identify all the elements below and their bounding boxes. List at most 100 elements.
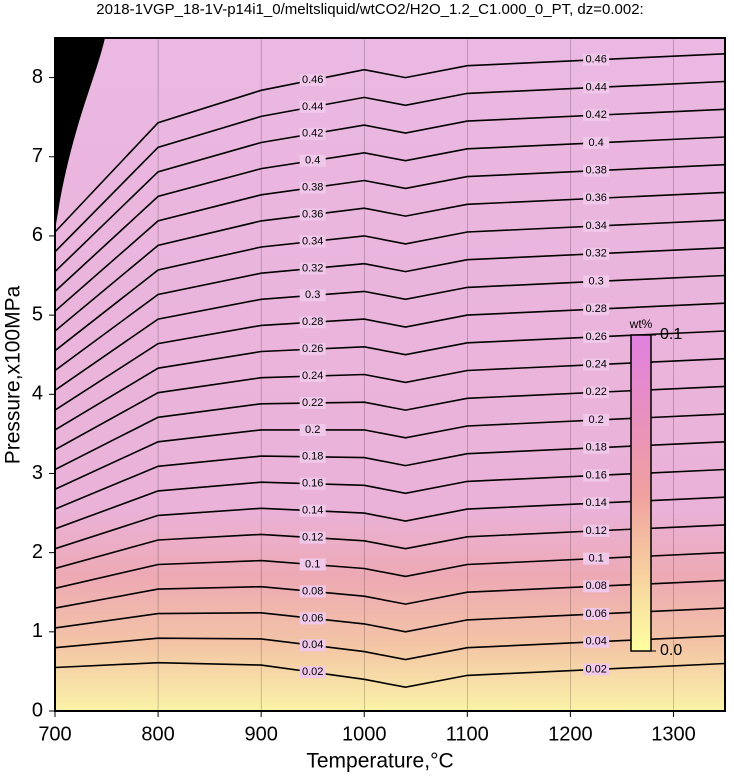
contour-label-bg (299, 666, 326, 679)
y-tick-label: 6 (32, 224, 43, 246)
plot-background (55, 38, 725, 711)
contour-label-bg (299, 558, 326, 571)
contour-label: 0.26 (302, 343, 323, 355)
contour-label-bg (299, 423, 326, 436)
contour-label: 0.12 (302, 532, 323, 544)
contour-label: 0.3 (589, 275, 604, 287)
y-tick-label: 7 (32, 145, 43, 167)
plot-frame (54, 37, 726, 712)
contour-label-bg (299, 262, 326, 275)
contour-label: 0.42 (302, 128, 323, 140)
x-tick-label: 800 (141, 723, 174, 745)
contour-label-bg (583, 414, 610, 427)
contour-label: 0.18 (302, 451, 323, 463)
contour-label-bg (583, 469, 610, 482)
contour-line (55, 53, 725, 233)
y-tick-label: 3 (32, 462, 43, 484)
contour-label-bg (299, 343, 326, 356)
contour-label-bg (583, 109, 610, 122)
contour-label: 0.36 (585, 192, 606, 204)
contour-line (55, 330, 725, 431)
contour-label: 0.32 (302, 262, 323, 274)
chart-title: 2018-1VGP_18-1V-p14i1_0/meltsliquid/wtCO… (96, 1, 643, 18)
contour-line (55, 385, 725, 471)
contour-line (55, 247, 725, 372)
dense-region (55, 38, 105, 230)
contour-label: 0.22 (302, 397, 323, 409)
contour-label-bg (299, 289, 326, 302)
contour-label-bg (583, 386, 610, 399)
contour-label: 0.18 (585, 442, 606, 454)
contour-label: 0.38 (585, 165, 606, 177)
x-tick-label: 1100 (446, 723, 489, 745)
contour-line (55, 108, 725, 273)
contour-label-bg (299, 235, 326, 248)
contour-line (55, 607, 725, 633)
contour-label-bg (299, 585, 326, 598)
colorbar-tick-label: 0.1 (660, 326, 682, 343)
contour-label: 0.36 (302, 208, 323, 220)
contour-label-bg (583, 164, 610, 177)
contour-line (55, 524, 725, 570)
contour-label-bg (299, 316, 326, 329)
contour-label-bg (583, 136, 610, 149)
y-axis-label: Pressure,x100MPa (2, 285, 25, 464)
contour-label-bg (299, 639, 326, 652)
x-tick-label: 700 (38, 723, 71, 745)
contour-label-bg (299, 450, 326, 463)
contour-line (55, 441, 725, 510)
contour-label-bg (299, 154, 326, 167)
y-tick-label: 4 (32, 383, 43, 405)
contour-label-bg (583, 330, 610, 343)
contour-label: 0.2 (589, 414, 604, 426)
contour-label: 0.04 (302, 639, 323, 651)
plot-area: 0.02 0.02 0.04 0.04 0.06 0.06 0.08 0.08 0.1 0.1 0.… (55, 38, 725, 711)
contour-label: 0.12 (585, 525, 606, 537)
contour-line (55, 551, 725, 590)
x-tick-label: 900 (244, 723, 277, 745)
contour-label-bg (583, 663, 610, 676)
contour-label-bg (583, 220, 610, 233)
contour-label-bg (583, 53, 610, 66)
contour-label-bg (583, 192, 610, 205)
contour-label-bg (299, 612, 326, 625)
contour-label: 0.2 (305, 424, 320, 436)
contour-label-bg (583, 247, 610, 260)
contour-line (55, 357, 725, 451)
contour-label-bg (583, 580, 610, 593)
contour-label: 0.4 (589, 137, 604, 149)
contour-label: 0.42 (585, 109, 606, 121)
contour-label: 0.08 (302, 585, 323, 597)
contour-label-bg (299, 73, 326, 86)
contour-line (55, 661, 725, 689)
contour-label: 0.32 (585, 248, 606, 260)
contour-label: 0.22 (585, 386, 606, 398)
contour-label: 0.16 (302, 478, 323, 490)
contour-line (55, 579, 725, 609)
contour-line (55, 163, 725, 312)
contour-label: 0.16 (585, 469, 606, 481)
contour-line (55, 496, 725, 550)
y-tick-label: 8 (32, 66, 43, 88)
contour-label-bg (583, 497, 610, 510)
contour-label: 0.28 (302, 316, 323, 328)
contour-label-bg (583, 524, 610, 537)
contour-label: 0.44 (585, 81, 606, 93)
contour-label-bg (299, 127, 326, 140)
contour-label: 0.14 (302, 505, 323, 517)
contour-label-bg (299, 397, 326, 410)
contour-label: 0.1 (305, 558, 320, 570)
y-tick-label: 2 (32, 541, 43, 563)
contour-label-bg (299, 477, 326, 490)
contour-label: 0.24 (302, 370, 323, 382)
colorbar (630, 334, 652, 652)
contour-label-bg (583, 552, 610, 565)
y-tick-label: 1 (32, 620, 43, 642)
contour-label: 0.06 (585, 608, 606, 620)
contour-line (55, 468, 725, 530)
contour-label: 0.04 (585, 636, 606, 648)
contour-line (55, 413, 725, 491)
contour-label: 0.46 (585, 54, 606, 66)
contour-label-bg (583, 441, 610, 454)
